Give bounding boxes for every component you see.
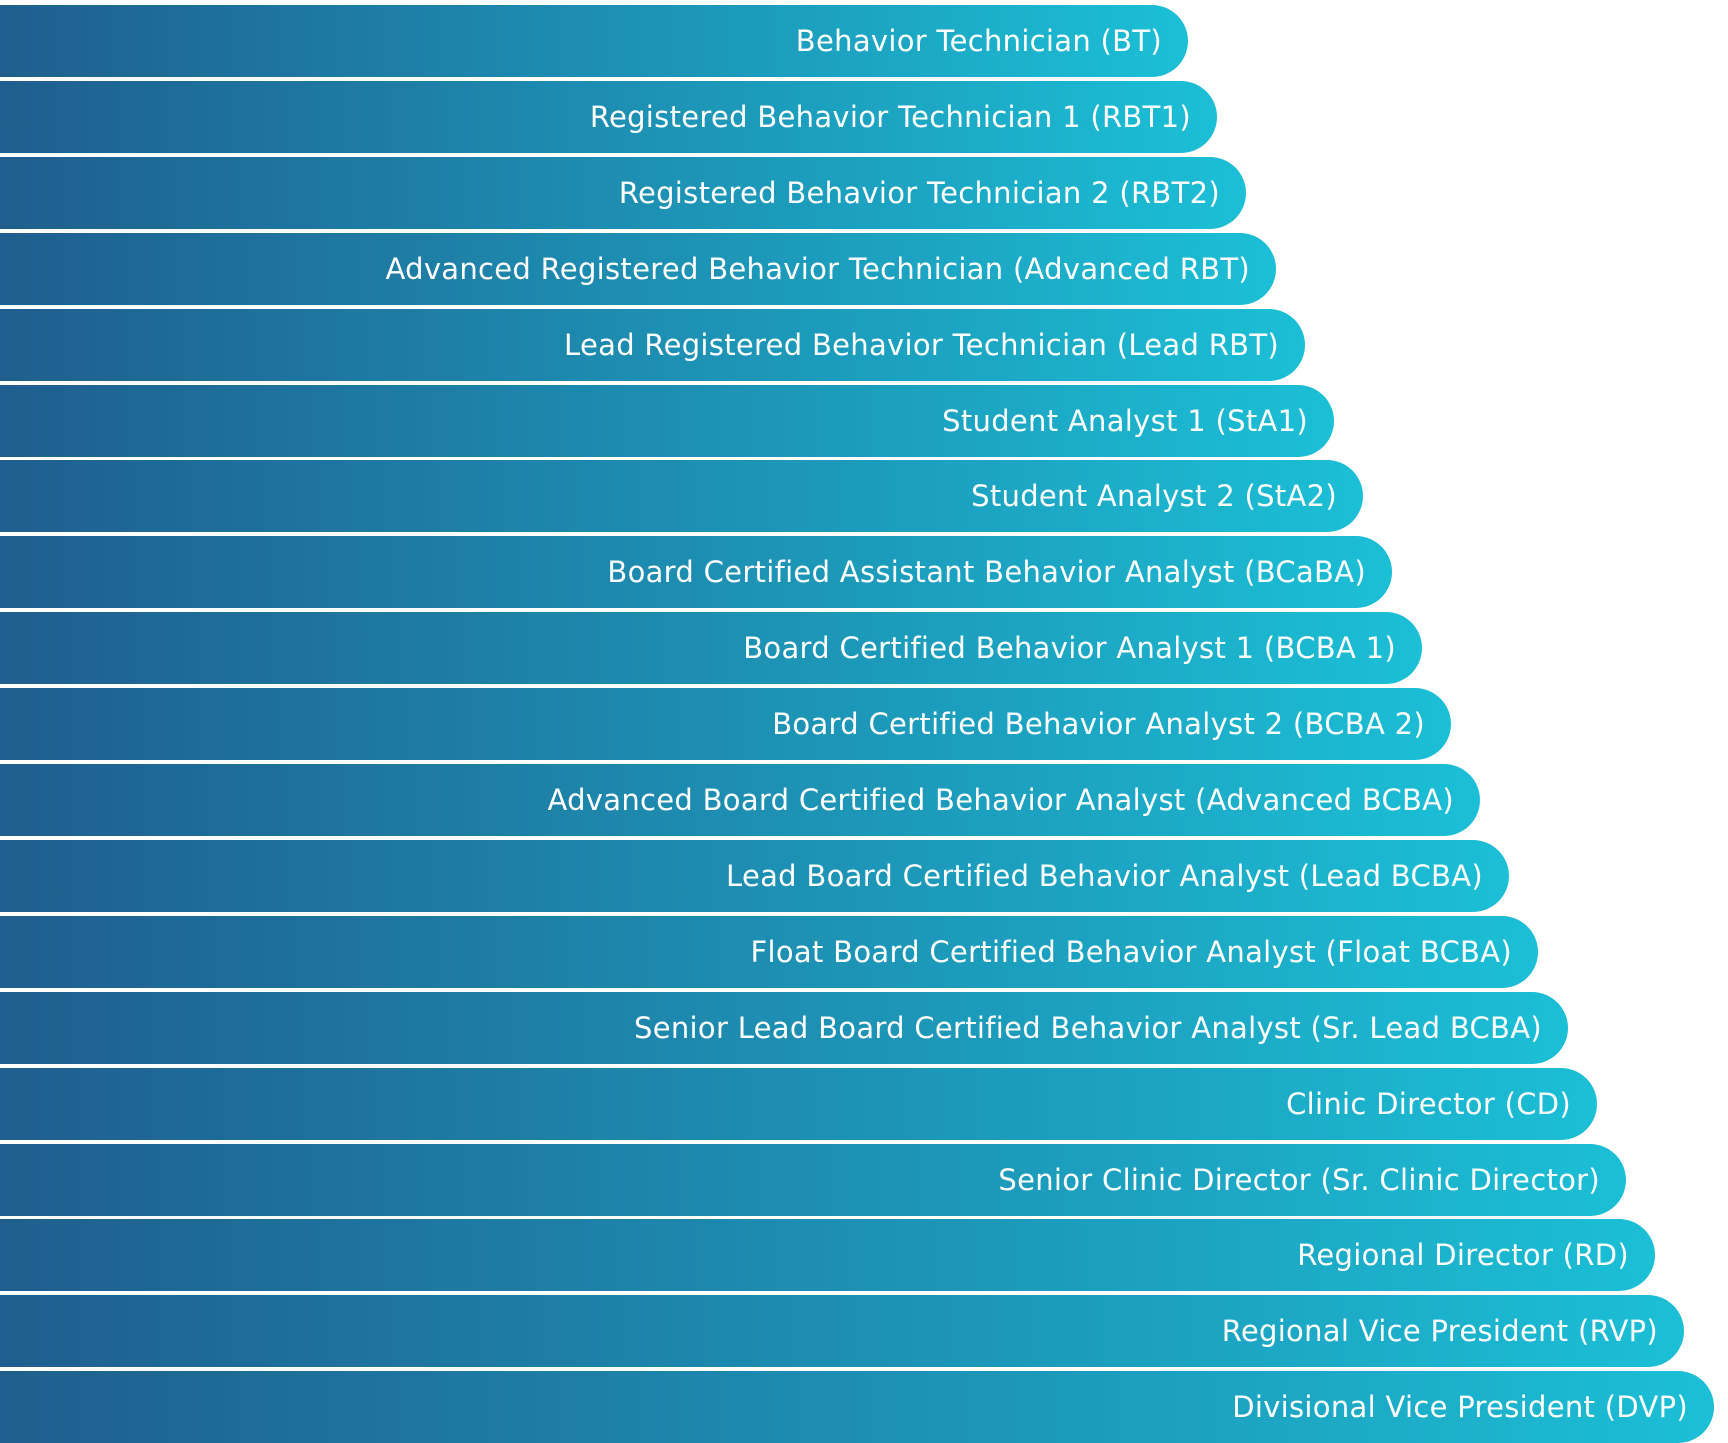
career-level-bar: Board Certified Behavior Analyst 1 (BCBA… bbox=[0, 612, 1422, 684]
career-level-bar: Lead Registered Behavior Technician (Lea… bbox=[0, 309, 1305, 381]
career-level-bar: Senior Clinic Director (Sr. Clinic Direc… bbox=[0, 1144, 1626, 1216]
career-level-label: Board Certified Behavior Analyst 1 (BCBA… bbox=[743, 631, 1396, 665]
career-level-label: Student Analyst 2 (StA2) bbox=[971, 479, 1337, 513]
career-level-label: Advanced Registered Behavior Technician … bbox=[385, 252, 1250, 286]
career-level-bar: Float Board Certified Behavior Analyst (… bbox=[0, 916, 1538, 988]
career-level-bar: Regional Director (RD) bbox=[0, 1219, 1655, 1291]
career-level-label: Regional Vice President (RVP) bbox=[1221, 1314, 1658, 1348]
career-level-label: Board Certified Assistant Behavior Analy… bbox=[607, 555, 1366, 589]
career-level-label: Behavior Technician (BT) bbox=[795, 24, 1162, 58]
career-level-label: Registered Behavior Technician 2 (RBT2) bbox=[618, 176, 1220, 210]
career-level-bar: Advanced Board Certified Behavior Analys… bbox=[0, 764, 1480, 836]
career-level-label: Lead Board Certified Behavior Analyst (L… bbox=[726, 859, 1483, 893]
career-level-bar: Senior Lead Board Certified Behavior Ana… bbox=[0, 992, 1568, 1064]
career-level-label: Divisional Vice President (DVP) bbox=[1232, 1390, 1688, 1424]
career-level-label: Board Certified Behavior Analyst 2 (BCBA… bbox=[772, 707, 1425, 741]
career-level-label: Registered Behavior Technician 1 (RBT1) bbox=[589, 100, 1191, 134]
career-level-bar: Divisional Vice President (DVP) bbox=[0, 1371, 1714, 1443]
career-level-label: Student Analyst 1 (StA1) bbox=[942, 404, 1308, 438]
career-level-bar: Behavior Technician (BT) bbox=[0, 5, 1188, 77]
career-level-label: Regional Director (RD) bbox=[1297, 1238, 1629, 1272]
career-level-label: Lead Registered Behavior Technician (Lea… bbox=[564, 328, 1279, 362]
career-level-label: Float Board Certified Behavior Analyst (… bbox=[750, 935, 1512, 969]
career-level-bar: Registered Behavior Technician 2 (RBT2) bbox=[0, 157, 1246, 229]
career-level-bar: Registered Behavior Technician 1 (RBT1) bbox=[0, 81, 1217, 153]
career-level-bar: Student Analyst 2 (StA2) bbox=[0, 460, 1363, 532]
career-level-bar: Board Certified Behavior Analyst 2 (BCBA… bbox=[0, 688, 1451, 760]
career-level-label: Clinic Director (CD) bbox=[1286, 1087, 1571, 1121]
career-level-bar: Lead Board Certified Behavior Analyst (L… bbox=[0, 840, 1509, 912]
career-level-label: Senior Clinic Director (Sr. Clinic Direc… bbox=[998, 1163, 1600, 1197]
career-level-bar: Student Analyst 1 (StA1) bbox=[0, 385, 1334, 457]
career-level-label: Senior Lead Board Certified Behavior Ana… bbox=[634, 1011, 1542, 1045]
career-level-bar: Board Certified Assistant Behavior Analy… bbox=[0, 536, 1392, 608]
career-level-bar: Regional Vice President (RVP) bbox=[0, 1295, 1684, 1367]
career-level-label: Advanced Board Certified Behavior Analys… bbox=[547, 783, 1454, 817]
career-level-bar: Advanced Registered Behavior Technician … bbox=[0, 233, 1276, 305]
career-level-bar: Clinic Director (CD) bbox=[0, 1068, 1597, 1140]
